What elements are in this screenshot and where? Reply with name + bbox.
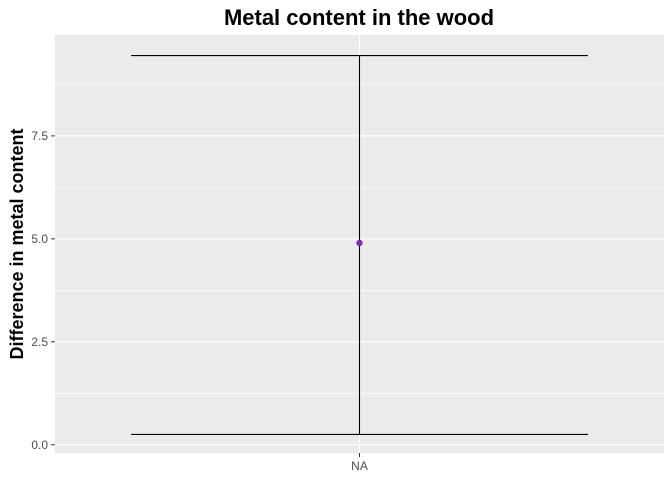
y-tick-label: 0.0 (31, 438, 48, 452)
y-tick-label: 7.5 (31, 129, 48, 143)
data-point-mean (356, 239, 363, 247)
chart-title: Metal content in the wood (224, 5, 494, 30)
y-axis-ticks: 0.0 2.5 5.0 7.5 (31, 129, 55, 452)
y-tick-label: 2.5 (31, 335, 48, 349)
x-axis-ticks: NA (351, 453, 368, 473)
y-axis-title: Difference in metal content (7, 128, 27, 359)
data-marks (131, 55, 588, 436)
y-tick-label: 5.0 (31, 232, 48, 246)
x-tick-label: NA (351, 459, 368, 473)
